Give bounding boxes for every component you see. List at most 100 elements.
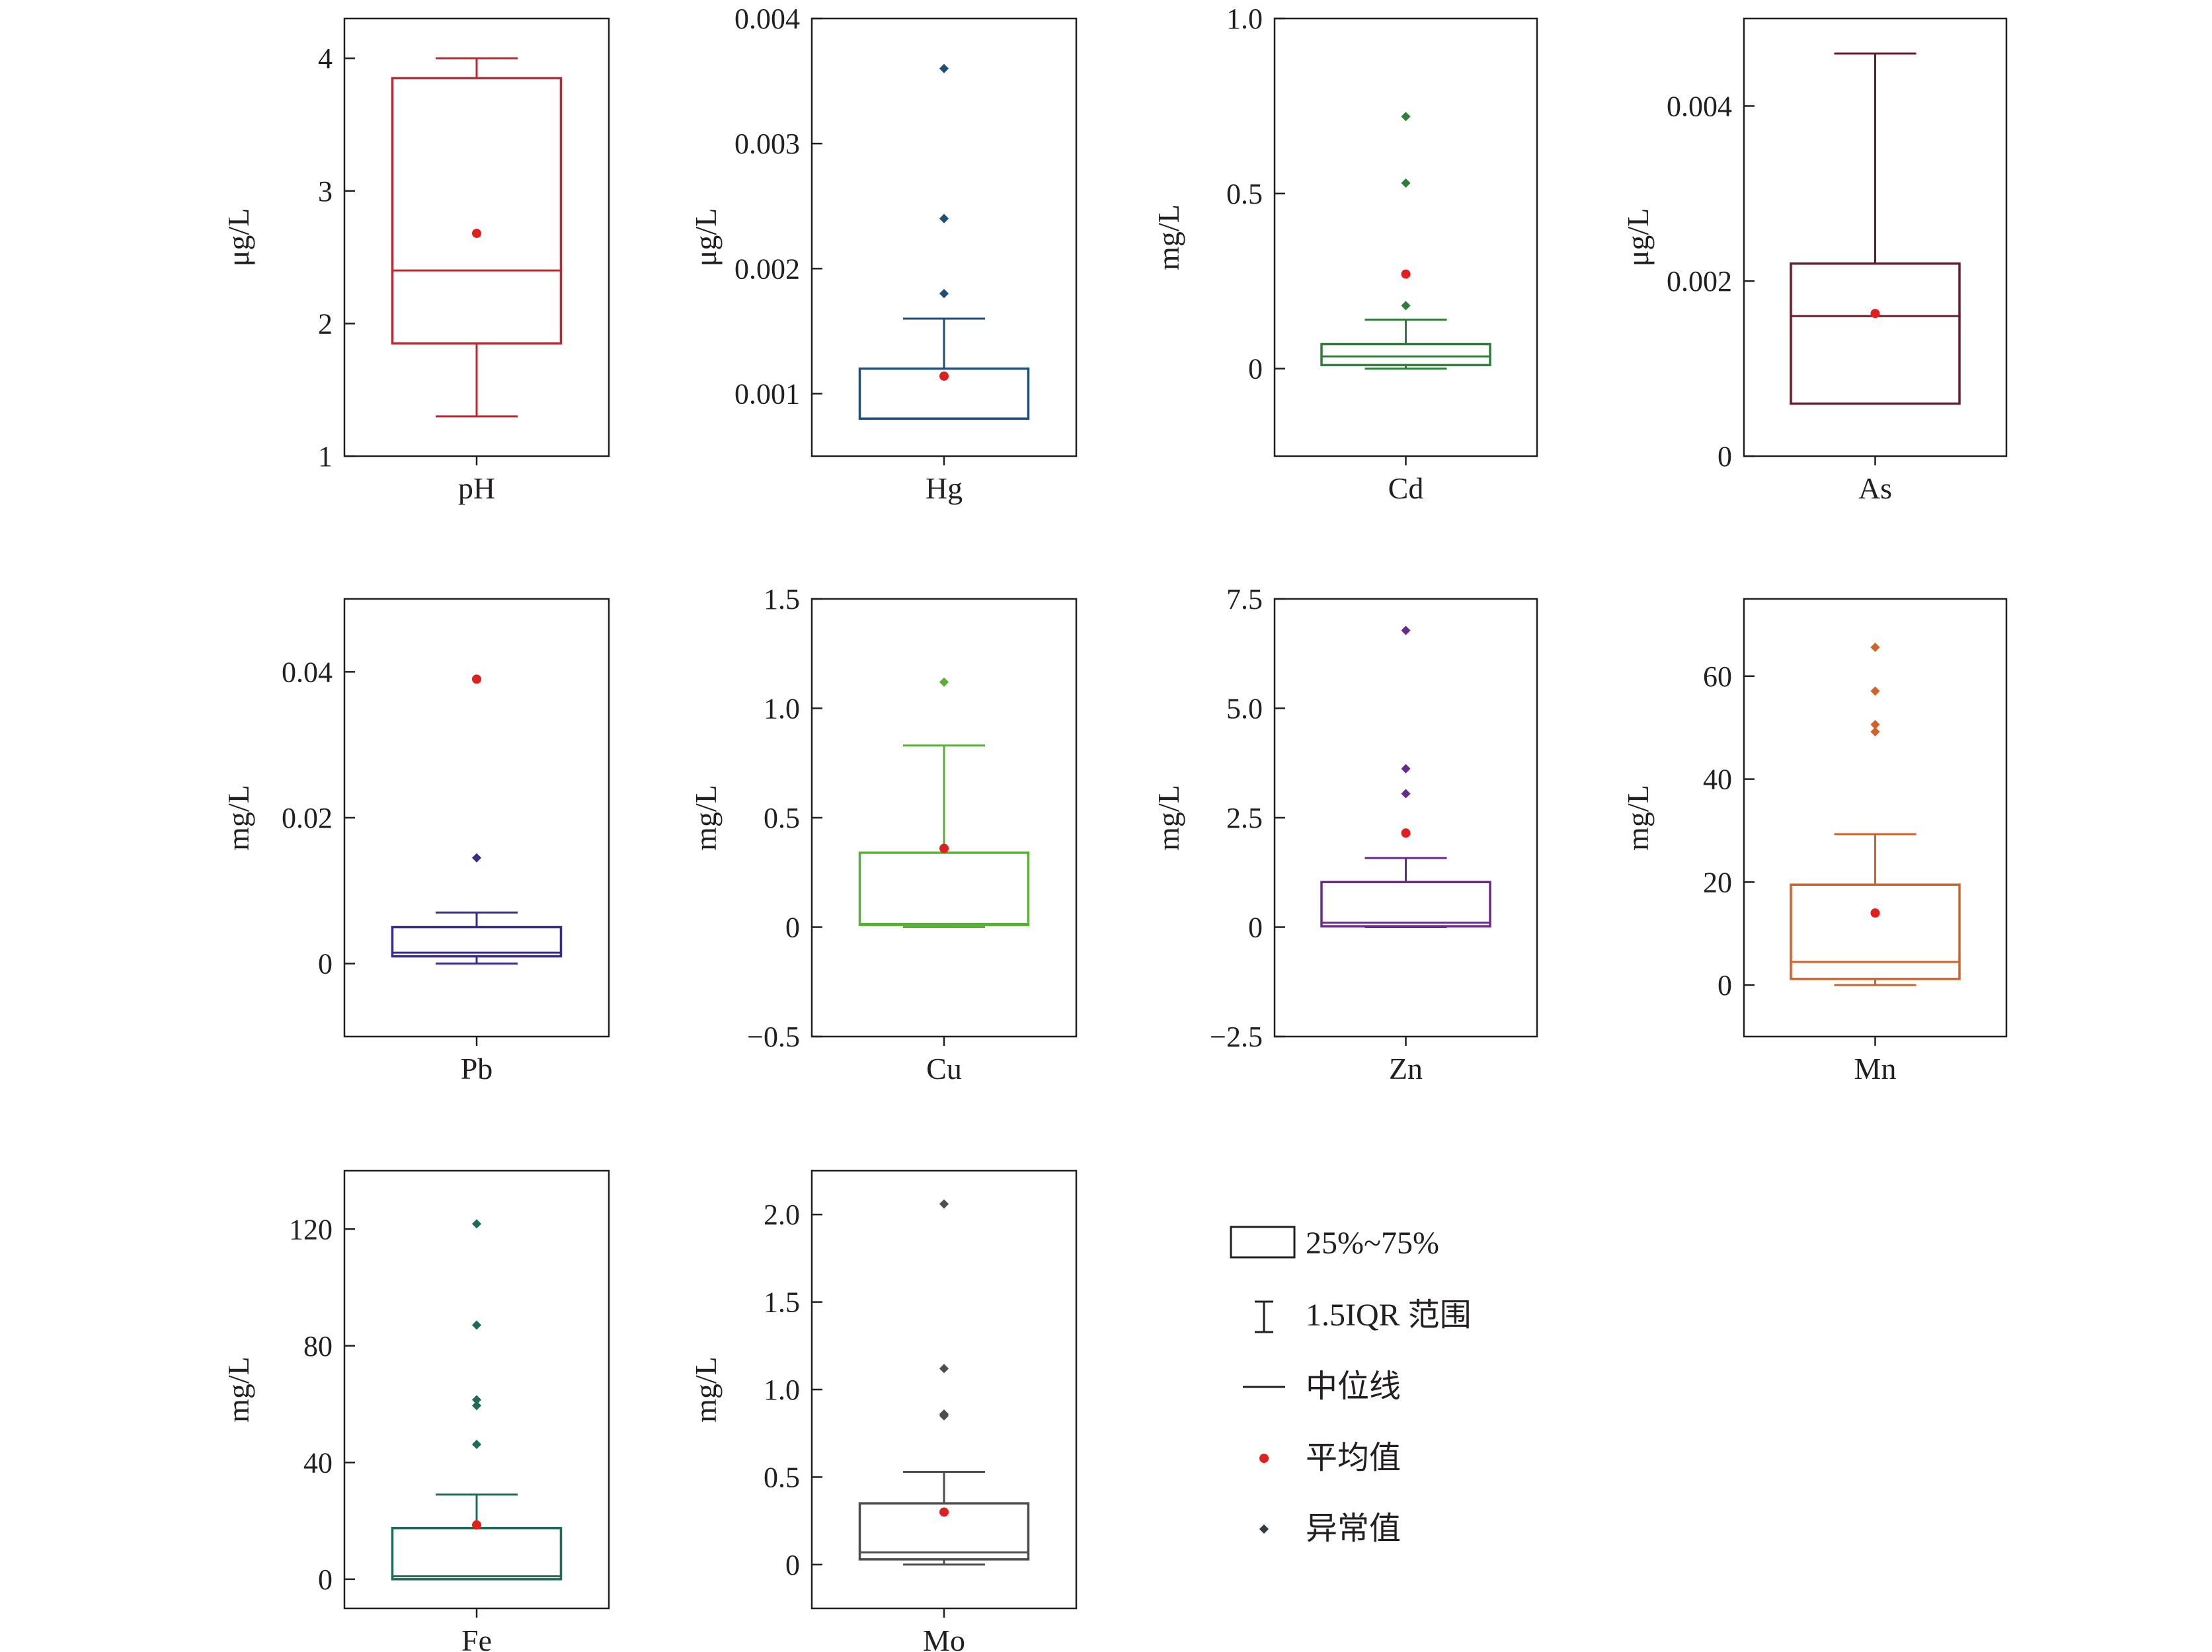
chart-zn: −2.5 0 2.5 5.0 7.5 Zn mg/L (1152, 583, 1538, 1085)
y-tick-label: 1 (318, 440, 333, 473)
y-axis-unit-label: mg/L (221, 1357, 255, 1423)
iqr-box (391, 1526, 563, 1581)
category-label: Cu (926, 1052, 962, 1085)
y-tick-label: 0 (318, 948, 333, 980)
y-tick-label: 0.5 (764, 1461, 800, 1493)
outlier-point (939, 1364, 949, 1374)
outlier-point (1870, 643, 1880, 652)
y-tick-label: 2.0 (764, 1199, 800, 1231)
y-tick-label: −2.5 (1210, 1021, 1263, 1053)
y-tick-label: 1.0 (764, 693, 800, 725)
chart-ph: 1 2 3 4 pH μg/L (221, 17, 610, 505)
chart-cu: −0.5 0 0.5 1.0 1.5 Cu mg/L (689, 583, 1078, 1085)
y-tick-label: 40 (1703, 764, 1732, 796)
y-tick-label: 4 (318, 42, 333, 75)
outlier-point (1401, 625, 1411, 635)
y-tick-label: 1.0 (764, 1374, 800, 1406)
outlier-point (471, 853, 482, 863)
plot-frame (1743, 598, 2008, 1038)
y-tick-label: 0.002 (734, 253, 800, 285)
y-axis-unit-label: μg/L (1621, 208, 1655, 267)
chart-as: 0 0.002 0.004 As μg/L (1621, 17, 2008, 505)
iqr-box (391, 925, 563, 958)
outlier-point (1401, 301, 1411, 311)
outlier-point (1401, 764, 1411, 773)
y-tick-label: 0.004 (1667, 90, 1732, 122)
y-tick-label: 0.5 (1226, 178, 1263, 210)
outlier-point (1401, 178, 1411, 188)
legend-outlier-swatch (1259, 1524, 1269, 1534)
y-axis-unit-label: mg/L (689, 1357, 723, 1423)
plot-frame (343, 598, 610, 1038)
y-tick-label: 0 (785, 912, 800, 944)
mean-point (1401, 828, 1411, 838)
outlier-point (939, 289, 949, 299)
plot-frame (810, 1169, 1078, 1610)
y-tick-label: 2.5 (1226, 802, 1263, 834)
iqr-box (391, 77, 563, 345)
plot-frame (1273, 598, 1538, 1038)
legend-mean-label: 平均值 (1306, 1440, 1401, 1475)
y-tick-label: 2 (318, 307, 333, 340)
outlier-point (1870, 686, 1880, 696)
y-axis-unit-label: mg/L (1152, 204, 1185, 270)
y-axis-unit-label: mg/L (1152, 785, 1185, 851)
chart-hg: 0.001 0.002 0.003 0.004 Hg μg/L (689, 3, 1078, 505)
y-tick-label: 5.0 (1226, 693, 1263, 725)
y-tick-label: 0.003 (734, 128, 800, 160)
mean-point (472, 674, 481, 684)
outlier-point (939, 63, 949, 73)
iqr-box (858, 1502, 1030, 1561)
y-tick-label: 0.04 (282, 656, 333, 688)
mean-point (1870, 309, 1880, 319)
category-label: Pb (461, 1052, 493, 1085)
y-tick-label: 80 (303, 1330, 333, 1362)
y-axis-unit-label: μg/L (689, 208, 723, 267)
mean-point (472, 228, 481, 238)
outlier-point (939, 1409, 949, 1419)
iqr-box (1790, 883, 1961, 980)
outlier-point (1401, 112, 1411, 122)
outlier-point (1870, 719, 1880, 730)
y-tick-label: 0.001 (734, 377, 800, 410)
y-tick-label: 1.5 (764, 583, 800, 615)
chart-cd: 0 0.5 1.0 Cd mg/L (1152, 3, 1538, 505)
y-axis-unit-label: μg/L (221, 208, 255, 267)
category-label: As (1858, 471, 1892, 505)
outlier-point (939, 1199, 949, 1209)
y-tick-label: 0.004 (734, 3, 800, 35)
y-tick-label: 1.0 (1226, 3, 1263, 35)
charts-layer: 1 2 3 4 pH μg/L 0.001 0.002 0.003 0.004 Hg μg/L 0 0.5… (221, 3, 2008, 1652)
category-label: pH (458, 471, 495, 505)
category-label: Zn (1389, 1052, 1423, 1085)
mean-point (939, 1507, 949, 1517)
y-tick-label: 0.5 (764, 802, 800, 834)
category-label: Cd (1388, 471, 1424, 505)
y-tick-label: 3 (318, 175, 333, 208)
y-tick-label: 0 (318, 1563, 333, 1596)
y-axis-unit-label: mg/L (221, 785, 255, 851)
y-tick-label: 0.02 (282, 802, 333, 834)
y-tick-label: 0 (785, 1549, 800, 1581)
y-tick-label: 7.5 (1226, 583, 1263, 615)
outlier-point (939, 677, 949, 687)
chart-pb: 0 0.02 0.04 Pb mg/L (221, 598, 610, 1085)
y-tick-label: 1.5 (764, 1286, 800, 1319)
y-tick-label: 60 (1703, 660, 1732, 693)
category-label: Fe (461, 1624, 492, 1652)
outlier-point (471, 1395, 482, 1405)
outlier-point (1401, 789, 1411, 799)
outlier-point (471, 1320, 482, 1330)
category-label: Mn (1854, 1052, 1897, 1085)
chart-fe: 0 40 80 120 Fe mg/L (221, 1169, 610, 1652)
plot-frame (1273, 17, 1538, 457)
legend-box-label: 25%~75% (1306, 1226, 1439, 1261)
mean-point (1870, 908, 1880, 918)
outlier-point (471, 1219, 482, 1229)
plot-frame (810, 17, 1078, 457)
legend: 25%~75% 1.5IQR 范围 中位线 平均值 异常值 (1230, 1226, 1472, 1546)
y-axis-unit-label: mg/L (1621, 785, 1655, 851)
outlier-point (471, 1439, 482, 1450)
chart-mn: 0 20 40 60 Mn mg/L (1621, 598, 2008, 1085)
